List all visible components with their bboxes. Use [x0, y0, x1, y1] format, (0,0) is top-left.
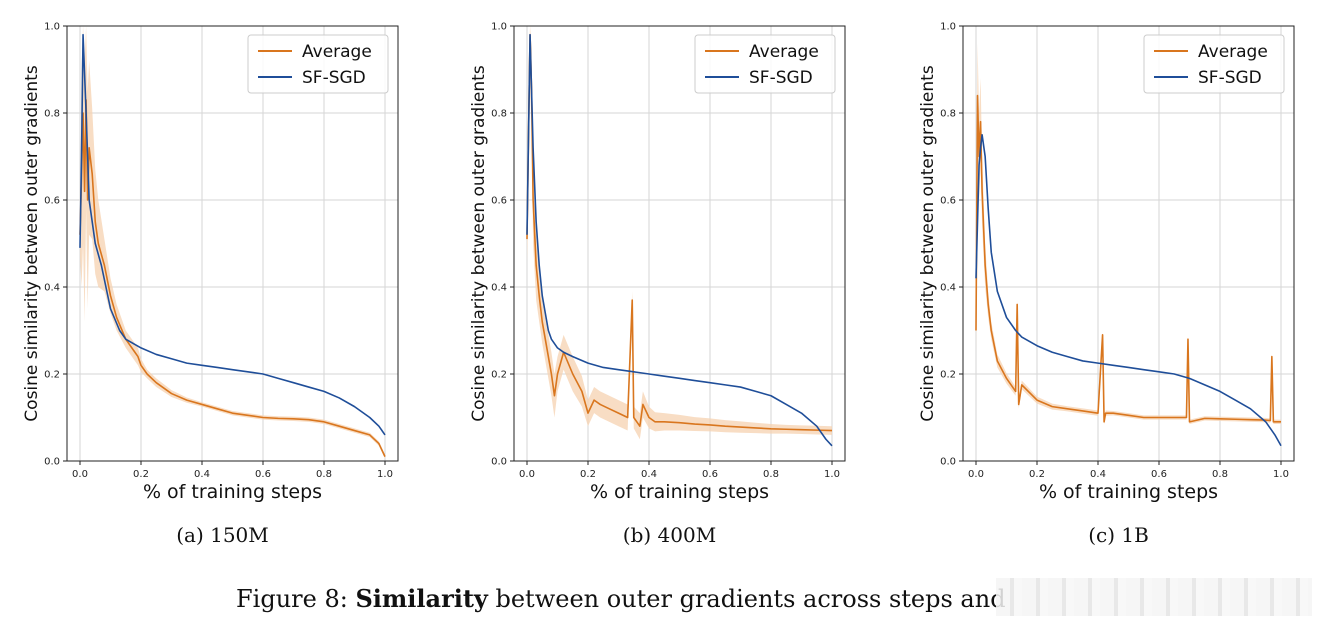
legend-box — [1143, 34, 1285, 94]
x-tick-label: 0.4 — [641, 469, 657, 480]
x-tick-label: 1.0 — [377, 469, 393, 480]
figure-caption-rest: between outer gradients across steps and — [487, 585, 1006, 613]
plot-frame — [66, 25, 399, 462]
x-axis-label: % of training steps — [143, 481, 322, 503]
series-line-average — [79, 99, 386, 457]
series-line-sf-sgd — [975, 133, 1282, 447]
legend-label-sf-sgd: SF-SGD — [749, 68, 813, 88]
x-tick-label: 0.6 — [255, 469, 271, 480]
y-axis-label: Cosine similarity between outer gradient… — [918, 65, 938, 422]
x-tick-label: 0.6 — [1151, 469, 1167, 480]
y-axis-label: Cosine similarity between outer gradient… — [469, 65, 489, 422]
chart-panel-3: 0.0 0.2 0.4 0.6 0.8 1.0 0.0 0.2 0.4 0.6 0.8 1.0 % of… — [918, 22, 1295, 547]
legend: Average SF-SGD — [247, 34, 389, 94]
x-axis-label: % of training steps — [590, 481, 769, 503]
y-tick-label: 0.8 — [44, 109, 60, 120]
subfigure-caption: (a) 150M — [176, 523, 269, 547]
legend-label-sf-sgd: SF-SGD — [1198, 68, 1262, 88]
y-tick-label: 0.8 — [940, 109, 956, 120]
x-tick-label: 0.4 — [194, 469, 210, 480]
x-tick-label: 1.0 — [1273, 469, 1289, 480]
x-tick-label: 0.8 — [316, 469, 332, 480]
x-tick-label: 0.8 — [763, 469, 779, 480]
x-tick-label: 0.0 — [519, 469, 535, 480]
x-tick-label: 0.0 — [72, 469, 88, 480]
series-line-sf-sgd — [526, 33, 833, 447]
legend-label-average: Average — [1198, 42, 1268, 62]
y-tick-label: 1.0 — [44, 22, 60, 33]
series-line-average — [526, 33, 833, 432]
y-tick-label: 0.2 — [44, 370, 60, 381]
y-tick-label: 0.6 — [44, 196, 60, 207]
chart-panel-2: 0.0 0.2 0.4 0.6 0.8 1.0 0.0 0.2 0.4 0.6 0.8 1.0 % of… — [469, 22, 846, 547]
chart-panel-1: 0.0 0.2 0.4 0.6 0.8 1.0 0.0 0.2 0.4 0.6 0.8 1.0 % of… — [22, 22, 399, 547]
subfigure-caption: (c) 1B — [1088, 523, 1149, 547]
y-tick-label: 0.0 — [491, 457, 507, 468]
legend-box — [247, 34, 389, 94]
figure-caption: Figure 8: Similarity between outer gradi… — [236, 584, 1006, 613]
x-tick-label: 0.8 — [1212, 469, 1228, 480]
figure-caption-prefix: Figure 8: — [236, 585, 356, 613]
series-line-average — [975, 94, 1281, 423]
y-axis-label: Cosine similarity between outer gradient… — [22, 65, 42, 422]
y-tick-label: 0.6 — [940, 196, 956, 207]
x-axis-label: % of training steps — [1039, 481, 1218, 503]
x-tick-label: 0.2 — [133, 469, 149, 480]
x-tick-label: 0.6 — [702, 469, 718, 480]
y-tick-label: 0.4 — [491, 283, 507, 294]
legend: Average SF-SGD — [1143, 34, 1285, 94]
legend-box — [694, 34, 836, 94]
y-tick-label: 0.0 — [44, 457, 60, 468]
legend-label-average: Average — [302, 42, 372, 62]
subfigure-caption: (b) 400M — [623, 523, 716, 547]
plot-frame — [513, 25, 846, 462]
x-tick-label: 0.2 — [1029, 469, 1045, 480]
y-tick-label: 0.8 — [491, 109, 507, 120]
x-tick-label: 0.0 — [968, 469, 984, 480]
y-tick-label: 0.4 — [44, 283, 60, 294]
y-tick-label: 0.2 — [491, 370, 507, 381]
y-tick-label: 0.0 — [940, 457, 956, 468]
legend-label-average: Average — [749, 42, 819, 62]
figure-caption-bold: Similarity — [355, 584, 488, 613]
x-tick-label: 1.0 — [824, 469, 840, 480]
plot-frame — [962, 25, 1295, 462]
y-tick-label: 0.4 — [940, 283, 956, 294]
legend: Average SF-SGD — [694, 34, 836, 94]
y-tick-label: 0.2 — [940, 370, 956, 381]
y-tick-label: 1.0 — [940, 22, 956, 33]
y-tick-label: 0.6 — [491, 196, 507, 207]
x-tick-label: 0.2 — [580, 469, 596, 480]
x-tick-label: 0.4 — [1090, 469, 1106, 480]
series-line-sf-sgd — [79, 33, 386, 436]
y-tick-label: 1.0 — [491, 22, 507, 33]
legend-label-sf-sgd: SF-SGD — [302, 68, 366, 88]
watermark — [996, 578, 1312, 616]
